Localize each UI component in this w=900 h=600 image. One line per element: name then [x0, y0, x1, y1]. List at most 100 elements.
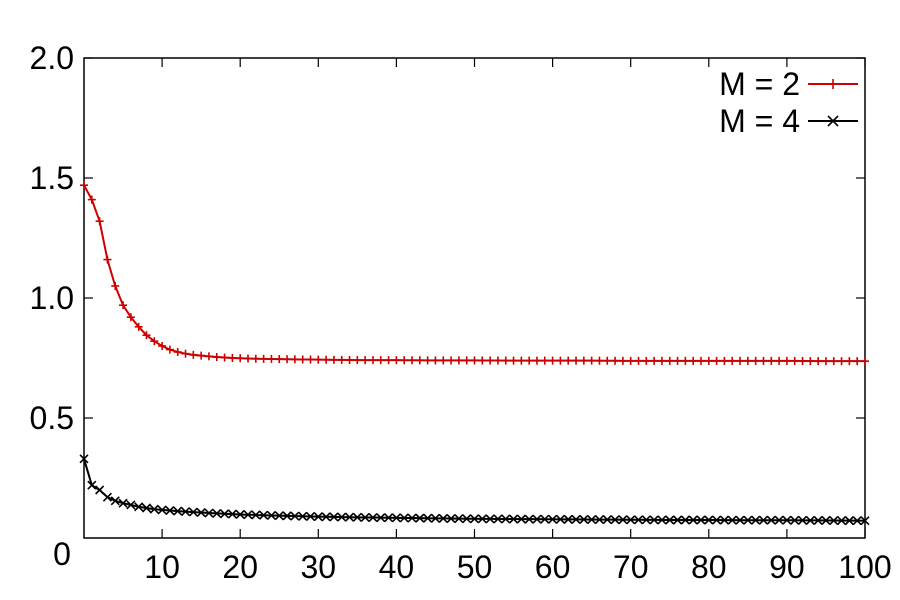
data-point	[602, 515, 612, 525]
data-point	[173, 506, 183, 516]
data-point	[142, 331, 151, 340]
data-point	[469, 514, 480, 524]
data-point	[861, 357, 869, 366]
data-point	[501, 356, 510, 365]
data-point	[344, 512, 355, 522]
data-point	[384, 513, 394, 523]
data-point	[290, 511, 300, 521]
data-point	[165, 345, 174, 354]
data-point	[486, 356, 495, 365]
data-point	[227, 509, 237, 519]
data-point	[361, 356, 370, 365]
data-point	[689, 356, 698, 365]
data-point	[829, 357, 838, 366]
data-point	[407, 513, 417, 523]
data-point	[259, 354, 268, 363]
axis-ticks	[84, 57, 866, 538]
data-point	[283, 355, 292, 364]
data-point	[610, 515, 620, 525]
data-point	[244, 354, 253, 363]
data-point	[478, 356, 487, 365]
data-point	[173, 348, 182, 356]
data-point	[118, 498, 128, 508]
data-point	[501, 514, 511, 524]
data-point	[493, 514, 503, 524]
data-point	[532, 514, 542, 524]
legend-label: M = 2	[719, 66, 800, 102]
data-point	[103, 255, 112, 264]
data-point	[758, 515, 769, 525]
data-point	[462, 514, 472, 524]
data-point	[680, 515, 690, 525]
data-point	[650, 356, 659, 365]
data-point	[828, 79, 838, 89]
data-point	[665, 515, 675, 525]
x-tick-label: 20	[222, 549, 258, 585]
data-point	[196, 507, 206, 518]
data-point	[571, 514, 581, 524]
y-tick-label: 1.5	[30, 160, 74, 196]
data-point	[736, 356, 745, 365]
y-tick-label: 2.0	[30, 40, 74, 76]
data-point	[806, 357, 815, 366]
data-point	[626, 356, 635, 365]
x-tick-label: 50	[457, 549, 493, 585]
data-point	[400, 356, 409, 365]
data-point	[797, 515, 808, 525]
data-point	[438, 513, 448, 523]
data-point	[603, 356, 612, 365]
data-point	[641, 515, 651, 525]
data-point	[516, 514, 526, 524]
data-point	[853, 357, 862, 366]
data-point	[181, 349, 190, 358]
data-point	[563, 514, 573, 524]
data-point	[751, 515, 761, 525]
data-point	[430, 513, 441, 523]
data-point	[345, 356, 354, 364]
data-point	[352, 512, 362, 522]
data-point	[540, 356, 549, 365]
data-point	[126, 500, 136, 510]
data-point	[197, 351, 206, 360]
data-point	[611, 356, 620, 365]
data-point	[157, 505, 167, 515]
data-point	[649, 515, 659, 525]
data-point	[119, 301, 128, 310]
data-point	[180, 507, 191, 517]
data-point	[548, 514, 558, 524]
data-point	[634, 356, 643, 365]
x-tick-label: 30	[301, 549, 337, 585]
x-tick-label: 90	[769, 549, 805, 585]
data-point	[329, 512, 339, 522]
data-point	[696, 356, 705, 365]
data-point	[813, 515, 823, 525]
data-point	[134, 502, 144, 512]
data-point	[141, 503, 152, 513]
legend-label: M = 4	[719, 103, 800, 139]
data-point	[681, 356, 690, 365]
data-point	[189, 350, 198, 359]
y-tick-label: 0.5	[30, 400, 74, 436]
x-tick-label: 70	[613, 549, 649, 585]
data-point	[657, 515, 667, 525]
data-point	[368, 512, 378, 523]
data-point	[743, 515, 753, 525]
data-point	[672, 515, 683, 525]
data-point	[447, 356, 456, 365]
data-point	[774, 515, 784, 525]
data-point	[805, 515, 815, 525]
data-point	[688, 515, 698, 525]
data-point	[165, 505, 175, 516]
x-tick-label: 10	[144, 549, 180, 585]
data-point	[235, 509, 245, 520]
data-point	[759, 356, 768, 365]
data-point	[579, 356, 588, 365]
data-point	[80, 181, 88, 190]
data-point	[329, 355, 338, 364]
data-point	[204, 508, 214, 518]
data-point	[384, 356, 393, 365]
x-tick-label: 60	[535, 549, 571, 585]
data-point	[595, 356, 604, 365]
data-point	[594, 515, 605, 525]
data-point	[618, 356, 627, 365]
